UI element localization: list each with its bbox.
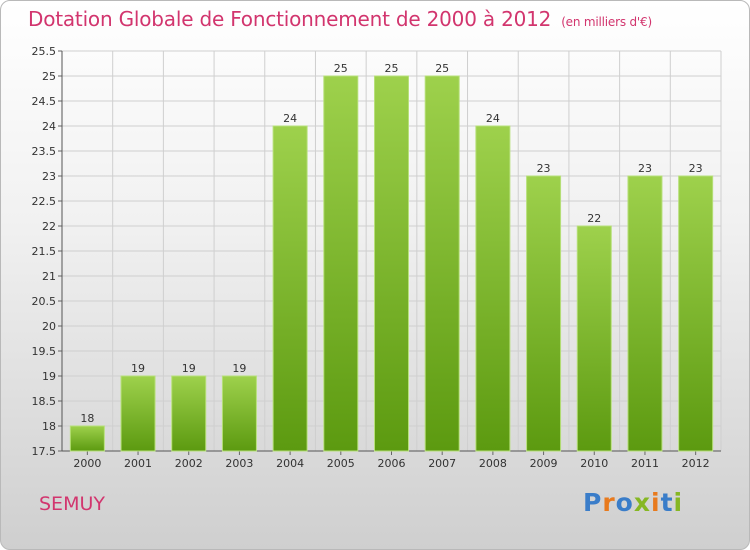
bar xyxy=(69,425,105,452)
logo-letter: x xyxy=(633,488,651,517)
proxiti-logo: Proxiti xyxy=(583,488,683,517)
x-tick-label: 2004 xyxy=(276,457,304,470)
x-tick-label: 2010 xyxy=(580,457,608,470)
data-label: 25 xyxy=(385,62,399,75)
y-tick-label: 21 xyxy=(42,270,56,283)
logo-letter: P xyxy=(583,488,603,517)
data-label: 19 xyxy=(131,362,145,375)
y-tick-label: 22 xyxy=(42,220,56,233)
bar xyxy=(526,175,562,452)
x-tick-label: 2011 xyxy=(631,457,659,470)
x-tick-label: 2002 xyxy=(175,457,203,470)
logo-letter: i xyxy=(651,488,661,517)
y-tick-label: 24.5 xyxy=(32,95,57,108)
y-tick-label: 20.5 xyxy=(32,295,57,308)
y-tick-label: 25 xyxy=(42,70,56,83)
y-tick-label: 17.5 xyxy=(32,445,57,458)
data-label: 25 xyxy=(435,62,449,75)
bar xyxy=(221,375,257,452)
data-label: 22 xyxy=(587,212,601,225)
data-label: 25 xyxy=(334,62,348,75)
data-label: 19 xyxy=(232,362,246,375)
bar xyxy=(171,375,207,452)
data-label: 18 xyxy=(80,412,94,425)
data-label: 23 xyxy=(537,162,551,175)
y-tick-label: 19.5 xyxy=(32,345,57,358)
y-tick-label: 22.5 xyxy=(32,195,57,208)
y-tick-label: 18 xyxy=(42,420,56,433)
logo-letter: o xyxy=(615,488,634,517)
y-tick-label: 25.5 xyxy=(32,45,57,58)
chart-title: Dotation Globale de Fonctionnement de 20… xyxy=(28,7,652,31)
logo-letter: r xyxy=(602,488,616,517)
bar xyxy=(475,125,511,452)
chart-title-text: Dotation Globale de Fonctionnement de 20… xyxy=(28,7,552,31)
commune-name: SEMUY xyxy=(39,493,105,515)
x-tick-label: 2003 xyxy=(225,457,253,470)
y-tick-label: 18.5 xyxy=(32,395,57,408)
x-tick-label: 2012 xyxy=(682,457,710,470)
data-label: 19 xyxy=(182,362,196,375)
y-tick-label: 23.5 xyxy=(32,145,57,158)
x-tick-label: 2001 xyxy=(124,457,152,470)
x-tick-label: 2000 xyxy=(73,457,101,470)
bar xyxy=(678,175,714,452)
data-label: 23 xyxy=(689,162,703,175)
bar xyxy=(627,175,663,452)
data-label: 23 xyxy=(638,162,652,175)
x-tick-label: 2009 xyxy=(530,457,558,470)
logo-letter: t xyxy=(660,488,674,517)
bar xyxy=(272,125,308,452)
y-tick-label: 23 xyxy=(42,170,56,183)
bar xyxy=(323,75,359,452)
bar xyxy=(374,75,409,452)
y-tick-label: 24 xyxy=(42,120,56,133)
bar xyxy=(120,375,156,452)
x-tick-label: 2007 xyxy=(428,457,456,470)
bar xyxy=(424,75,460,452)
x-tick-label: 2008 xyxy=(479,457,507,470)
x-tick-label: 2006 xyxy=(378,457,406,470)
data-label: 24 xyxy=(283,112,297,125)
bar xyxy=(576,225,612,452)
y-tick-label: 21.5 xyxy=(32,245,57,258)
y-tick-label: 20 xyxy=(42,320,56,333)
y-tick-label: 19 xyxy=(42,370,56,383)
logo-letter: i xyxy=(673,488,684,517)
x-tick-label: 2005 xyxy=(327,457,355,470)
data-label: 24 xyxy=(486,112,500,125)
chart-unit: (en milliers d'€) xyxy=(561,15,652,29)
